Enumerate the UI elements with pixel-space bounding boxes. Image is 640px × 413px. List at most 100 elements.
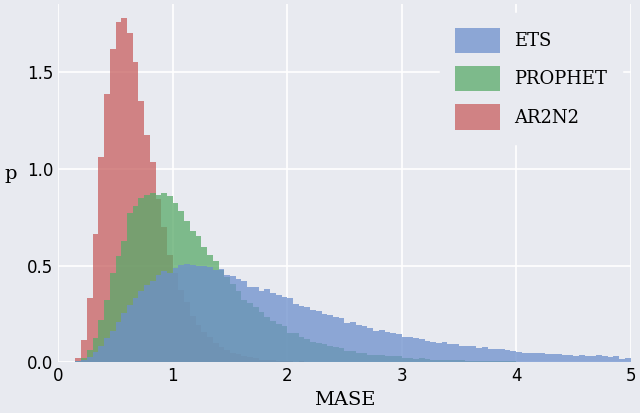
Bar: [190, 316, 196, 363]
Bar: [591, 356, 596, 363]
Bar: [550, 362, 556, 363]
Bar: [390, 333, 396, 363]
Bar: [287, 298, 293, 363]
Bar: [110, 49, 116, 363]
Bar: [453, 344, 459, 363]
Bar: [408, 337, 413, 363]
Bar: [138, 198, 144, 363]
Bar: [202, 247, 207, 363]
Bar: [396, 335, 402, 363]
Bar: [344, 351, 350, 363]
Bar: [224, 277, 230, 363]
Bar: [408, 358, 413, 363]
Bar: [218, 269, 224, 363]
Bar: [150, 162, 156, 363]
Bar: [299, 337, 305, 363]
X-axis label: MASE: MASE: [314, 391, 375, 409]
Legend: ETS, PROPHET, AR2N2: ETS, PROPHET, AR2N2: [440, 13, 621, 144]
Bar: [482, 361, 488, 363]
Bar: [173, 273, 179, 363]
Bar: [585, 356, 591, 363]
Bar: [527, 362, 533, 363]
Bar: [224, 275, 230, 363]
Bar: [104, 300, 110, 363]
Bar: [287, 361, 293, 363]
Bar: [476, 348, 482, 363]
Bar: [282, 361, 287, 363]
Bar: [236, 291, 241, 363]
Bar: [99, 320, 104, 363]
Bar: [419, 358, 424, 363]
Bar: [556, 354, 562, 363]
Bar: [470, 346, 476, 363]
Bar: [373, 355, 379, 363]
Bar: [184, 221, 190, 363]
Bar: [264, 289, 270, 363]
Bar: [190, 265, 196, 363]
Bar: [505, 361, 511, 363]
Bar: [299, 306, 305, 363]
Bar: [362, 326, 367, 363]
Bar: [511, 361, 516, 363]
Bar: [132, 206, 138, 363]
Bar: [447, 344, 453, 363]
Bar: [259, 360, 264, 363]
Bar: [196, 325, 202, 363]
Bar: [138, 101, 144, 363]
Bar: [127, 213, 132, 363]
Bar: [110, 273, 116, 363]
Bar: [87, 299, 93, 363]
Bar: [156, 275, 161, 363]
Bar: [533, 353, 539, 363]
Bar: [121, 241, 127, 363]
Bar: [132, 62, 138, 363]
Bar: [236, 279, 241, 363]
Bar: [511, 351, 516, 363]
Bar: [436, 360, 442, 363]
Bar: [76, 361, 81, 363]
Bar: [516, 362, 522, 363]
Bar: [179, 266, 184, 363]
Bar: [179, 211, 184, 363]
Bar: [230, 353, 236, 363]
Bar: [305, 339, 310, 363]
Bar: [385, 356, 390, 363]
Bar: [93, 352, 99, 363]
Bar: [396, 356, 402, 363]
Bar: [373, 331, 379, 363]
Bar: [230, 276, 236, 363]
Bar: [556, 362, 562, 363]
Bar: [344, 323, 350, 363]
Bar: [390, 356, 396, 363]
Bar: [488, 349, 493, 363]
Bar: [179, 290, 184, 363]
Bar: [282, 326, 287, 363]
Bar: [596, 355, 602, 363]
Bar: [81, 358, 87, 363]
Bar: [264, 317, 270, 363]
Bar: [121, 313, 127, 363]
Bar: [167, 273, 173, 363]
Bar: [276, 361, 282, 363]
Bar: [379, 355, 385, 363]
Bar: [196, 236, 202, 363]
Bar: [173, 203, 179, 363]
Bar: [442, 342, 447, 363]
Bar: [218, 271, 224, 363]
Bar: [184, 302, 190, 363]
Bar: [482, 347, 488, 363]
Bar: [264, 360, 270, 363]
Bar: [545, 354, 550, 363]
Bar: [470, 361, 476, 363]
Bar: [453, 361, 459, 363]
Bar: [81, 340, 87, 363]
Bar: [321, 344, 327, 363]
Bar: [87, 357, 93, 363]
Bar: [253, 358, 259, 363]
Bar: [568, 355, 573, 363]
Bar: [241, 356, 247, 363]
Bar: [276, 324, 282, 363]
Bar: [493, 361, 499, 363]
Y-axis label: p: p: [4, 165, 17, 183]
Bar: [339, 348, 344, 363]
